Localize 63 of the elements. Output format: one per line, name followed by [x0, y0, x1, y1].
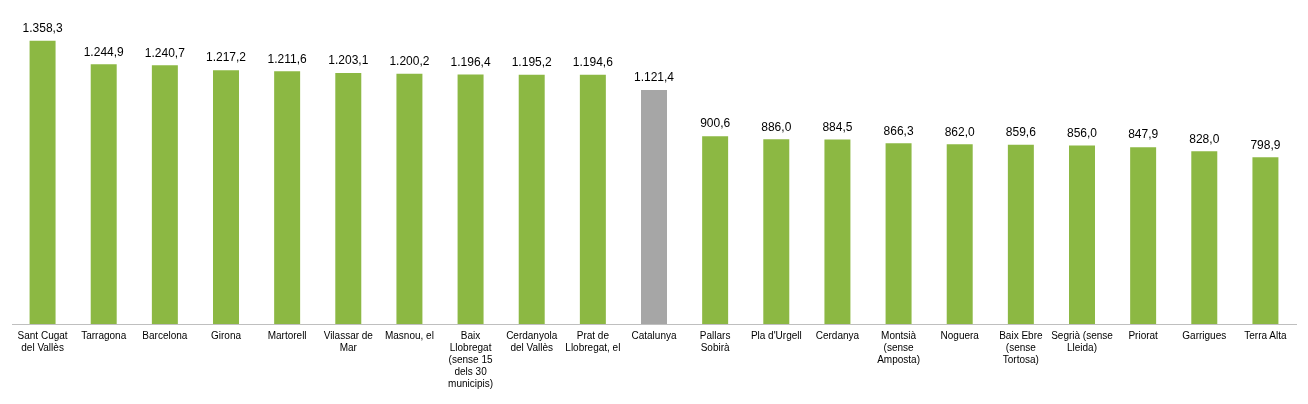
bar: [518, 74, 545, 324]
x-tick-label: Sant Cugat del Vallès: [17, 329, 68, 353]
bar: [1191, 151, 1218, 324]
x-tick-label: Martorell: [267, 329, 307, 341]
x-tick-label: Priorat: [1128, 329, 1159, 341]
bar: [396, 73, 423, 324]
x-tick-label: Pla d'Urgell: [750, 329, 802, 341]
data-label: 1.358,3: [22, 21, 63, 36]
x-tick-label: Masnou, el: [384, 329, 434, 341]
x-tick-label: Vilassar de Mar: [323, 329, 374, 353]
data-label: 1.121,4: [633, 70, 675, 85]
bar: [1252, 157, 1279, 324]
x-tick-label: Barcelona: [142, 329, 188, 341]
x-tick-label: Tarragona: [81, 329, 127, 341]
bar: [29, 40, 56, 324]
bar: [885, 143, 912, 324]
bar: [1069, 145, 1095, 324]
x-tick-label: Segrià (sense Lleida): [1051, 329, 1114, 353]
x-tick-label: Prat de Llobregat, el: [565, 329, 621, 353]
bar: [213, 70, 239, 324]
bar: [274, 71, 301, 324]
data-label: 847,9: [1128, 127, 1159, 142]
data-label: 1.200,2: [389, 53, 430, 68]
x-tick-label: Pallars Sobirà: [699, 329, 731, 353]
data-label: 900,6: [700, 116, 731, 131]
bar: [946, 144, 973, 324]
data-label: 856,0: [1066, 125, 1098, 140]
x-tick-label: Girona: [210, 329, 242, 341]
data-label: 1.244,9: [83, 44, 125, 59]
x-tick-label: Baix Ebre (sense Tortosa): [999, 329, 1043, 365]
bar: [824, 139, 851, 324]
bar: [335, 73, 362, 324]
data-label: 1.211,6: [267, 51, 308, 66]
bar: [1007, 144, 1034, 324]
bar: [457, 74, 484, 324]
bar: [702, 136, 729, 324]
x-tick-label: Terra Alta: [1244, 329, 1287, 341]
bar: [90, 64, 117, 324]
data-label: 1.196,4: [450, 54, 491, 69]
data-label: 859,6: [1005, 125, 1037, 140]
data-label: 862,0: [944, 124, 976, 139]
data-label: 1.240,7: [144, 45, 186, 60]
data-label: 1.194,6: [572, 55, 614, 70]
x-tick-label: Garrigues: [1182, 329, 1227, 341]
data-label: 1.203,1: [328, 53, 369, 68]
data-label: 798,9: [1250, 137, 1281, 152]
data-label: 866,3: [883, 123, 914, 138]
x-tick-label: Baix Llobregat (sense 15 dels 30 municipis): [448, 329, 494, 389]
x-tick-label: Montsià (sense Amposta): [877, 329, 920, 365]
bar: [641, 90, 667, 324]
data-label: 828,0: [1189, 131, 1220, 146]
x-tick-label: Cerdanya: [815, 329, 860, 341]
x-tick-label: Catalunya: [631, 329, 677, 341]
bar: [1130, 147, 1157, 324]
data-label: 1.217,2: [205, 50, 247, 65]
bar: [763, 139, 790, 324]
data-label: 886,0: [761, 119, 792, 134]
data-label: 1.195,2: [511, 55, 553, 70]
bar: [151, 65, 178, 324]
bar: [579, 74, 606, 324]
data-label: 884,5: [822, 119, 853, 134]
x-tick-label: Noguera: [940, 329, 980, 341]
x-tick-label: Cerdanyola del Vallès: [506, 329, 558, 353]
